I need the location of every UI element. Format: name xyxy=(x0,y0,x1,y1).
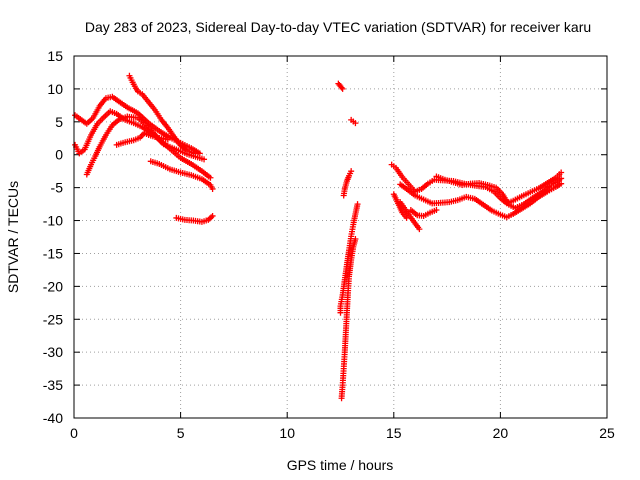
data-point xyxy=(403,214,410,221)
series-track-l xyxy=(338,235,359,402)
y-tick-label: 5 xyxy=(55,114,63,130)
data-point xyxy=(339,85,346,92)
data-point xyxy=(433,207,440,214)
series-track-k xyxy=(337,201,361,316)
y-tick-label: -15 xyxy=(43,245,63,261)
x-tick-label: 20 xyxy=(493,425,509,441)
data-point xyxy=(209,185,216,192)
y-tick-label: 15 xyxy=(47,48,63,64)
data-point xyxy=(558,175,565,182)
data-point xyxy=(340,192,347,199)
y-tick-label: -20 xyxy=(43,278,63,294)
data-points xyxy=(72,72,565,402)
x-tick-label: 5 xyxy=(177,425,185,441)
data-point xyxy=(416,226,423,233)
y-axis-label: SDTVAR / TECUs xyxy=(5,181,21,293)
data-point xyxy=(338,395,345,402)
data-point xyxy=(207,174,214,181)
series-track-r xyxy=(433,173,565,212)
data-point xyxy=(337,309,344,316)
plot-frame xyxy=(73,55,608,419)
data-point xyxy=(201,156,208,163)
x-tick-label: 25 xyxy=(599,425,615,441)
x-tick-label: 0 xyxy=(70,425,78,441)
x-axis-label: GPS time / hours xyxy=(287,457,394,473)
data-point xyxy=(164,136,171,143)
y-tick-label: -5 xyxy=(51,180,64,196)
series-track-h xyxy=(335,80,346,92)
series-track-j xyxy=(340,168,355,199)
y-tick-label: -25 xyxy=(43,311,63,327)
x-tick-labels: 0 5 10 15 20 25 xyxy=(70,425,615,441)
series-track-q xyxy=(407,207,440,219)
series-track-e xyxy=(126,72,197,157)
y-tick-labels: 15 10 5 0 -5 -10 -15 -20 -25 -30 -35 -40 xyxy=(43,48,63,426)
series-track-i xyxy=(348,116,359,127)
y-tick-label: -40 xyxy=(43,410,63,426)
y-tick-label: -10 xyxy=(43,213,63,229)
y-tick-label: -35 xyxy=(43,377,63,393)
data-point xyxy=(558,169,565,176)
series-track-f xyxy=(147,158,216,192)
chart-title: Day 283 of 2023, Sidereal Day-to-day VTE… xyxy=(85,19,591,35)
data-point xyxy=(558,180,565,187)
data-point xyxy=(190,150,197,157)
y-tick-label: 0 xyxy=(55,147,63,163)
y-tick-label: -30 xyxy=(43,344,63,360)
grid-lines xyxy=(74,56,607,418)
data-point xyxy=(352,120,359,127)
series-track-c xyxy=(83,113,214,181)
series-track-d xyxy=(113,130,171,148)
x-tick-label: 15 xyxy=(386,425,402,441)
data-point xyxy=(338,84,345,91)
series-track-p xyxy=(390,191,410,221)
data-point xyxy=(209,212,216,219)
x-tick-label: 10 xyxy=(279,425,295,441)
series-track-g xyxy=(173,212,216,225)
y-tick-label: 10 xyxy=(47,81,63,97)
